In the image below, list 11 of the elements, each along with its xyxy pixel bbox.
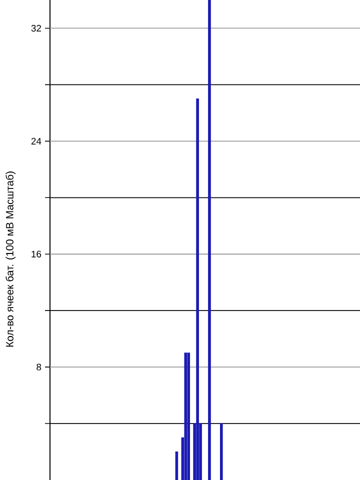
y-tick-label: 32 bbox=[31, 24, 42, 32]
y-tick-label: 16 bbox=[32, 250, 42, 258]
bar bbox=[220, 423, 223, 480]
bar bbox=[187, 352, 190, 480]
bar bbox=[175, 451, 178, 480]
y-tick-label: 8 bbox=[36, 364, 42, 370]
y-axis-title: Кол-во ячеек бат. (100 мВ Масштаб) bbox=[6, 172, 16, 347]
y-tick-label: 24 bbox=[31, 138, 42, 144]
bar bbox=[196, 98, 199, 480]
bar bbox=[184, 352, 188, 480]
bar bbox=[208, 0, 211, 480]
